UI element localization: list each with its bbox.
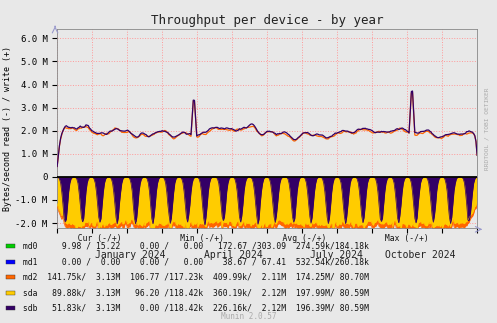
Text: md0     9.98 / 15.22    0.00 /   0.00   172.67 /303.09  274.59k/184.18k: md0 9.98 / 15.22 0.00 / 0.00 172.67 /303…	[18, 242, 369, 251]
Text: January 2024: January 2024	[95, 250, 166, 260]
Text: July 2024: July 2024	[310, 250, 363, 260]
Text: RRDTOOL / TOBI OETIKER: RRDTOOL / TOBI OETIKER	[485, 88, 490, 171]
Text: md1     0.00 /  0.00    0.00 /   0.00    38.67 / 67.41  532.54k/260.18k: md1 0.00 / 0.00 0.00 / 0.00 38.67 / 67.4…	[18, 257, 369, 266]
Title: Throughput per device - by year: Throughput per device - by year	[151, 14, 383, 26]
Text: Munin 2.0.57: Munin 2.0.57	[221, 312, 276, 321]
Text: sdb   51.83k/  3.13M    0.00 /118.42k  226.16k/  2.12M  196.39M/ 80.59M: sdb 51.83k/ 3.13M 0.00 /118.42k 226.16k/…	[18, 304, 369, 313]
Y-axis label: Bytes/second read (-) / write (+): Bytes/second read (-) / write (+)	[3, 46, 12, 211]
Text: Cur (-/+)            Min (-/+)            Avg (-/+)            Max (-/+): Cur (-/+) Min (-/+) Avg (-/+) Max (-/+)	[68, 234, 429, 243]
Text: April 2024: April 2024	[204, 250, 263, 260]
Text: sda   89.88k/  3.13M   96.20 /118.42k  360.19k/  2.12M  197.99M/ 80.59M: sda 89.88k/ 3.13M 96.20 /118.42k 360.19k…	[18, 288, 369, 297]
Text: October 2024: October 2024	[385, 250, 456, 260]
Text: md2  141.75k/  3.13M  106.77 /117.23k  409.99k/  2.11M  174.25M/ 80.70M: md2 141.75k/ 3.13M 106.77 /117.23k 409.9…	[18, 273, 369, 282]
